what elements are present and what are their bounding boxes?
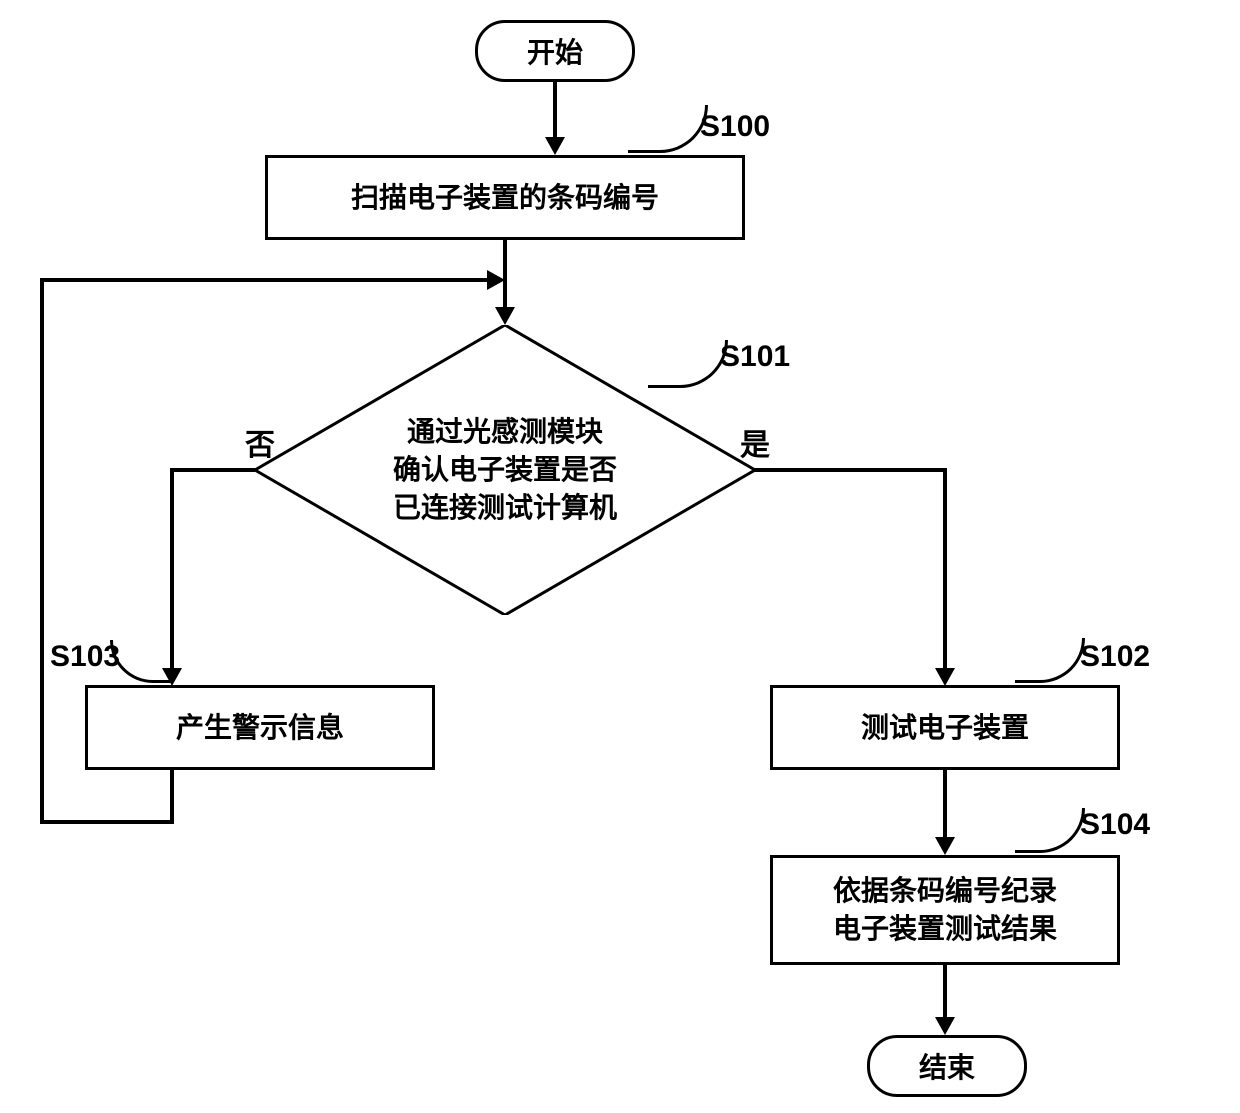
edge-loop-h2	[40, 278, 487, 282]
arrow-loop	[487, 270, 505, 290]
process-s104: 依据条码编号纪录 电子装置测试结果	[770, 855, 1120, 965]
hook-s102	[1015, 638, 1085, 683]
label-s104: S104	[1080, 808, 1150, 842]
end-label: 结束	[919, 1046, 975, 1086]
s100-text: 扫描电子装置的条码编号	[351, 179, 659, 217]
edge-label-no: 否	[245, 420, 275, 464]
edge-loop-v1	[170, 770, 174, 820]
process-s100: 扫描电子装置的条码编号	[265, 155, 745, 240]
edge-s104-end	[943, 965, 947, 1017]
start-label: 开始	[527, 31, 583, 71]
edge-s102-s104	[943, 770, 947, 837]
arrow-start-s100	[545, 137, 565, 155]
hook-s104	[1015, 808, 1085, 853]
edge-no-v	[170, 468, 174, 668]
label-s103: S103	[50, 640, 120, 674]
arrow-s102-s104	[935, 837, 955, 855]
label-s102: S102	[1080, 640, 1150, 674]
edge-label-yes: 是	[740, 420, 770, 464]
s104-text: 依据条码编号纪录 电子装置测试结果	[833, 872, 1057, 948]
hook-s100	[628, 105, 708, 153]
start-node: 开始	[475, 20, 635, 82]
flowchart-container: 开始 扫描电子装置的条码编号 S100 通过光感测模块 确认电子装置是否 已连接…	[0, 0, 1240, 1113]
label-s101: S101	[720, 340, 790, 374]
edge-loop-v2	[40, 278, 44, 824]
process-s103: 产生警示信息	[85, 685, 435, 770]
s103-text: 产生警示信息	[176, 709, 344, 747]
arrow-s104-end	[935, 1017, 955, 1035]
edge-yes-h	[755, 468, 947, 472]
process-s102: 测试电子装置	[770, 685, 1120, 770]
edge-no-h	[170, 468, 255, 472]
label-s100: S100	[700, 110, 770, 144]
edge-start-s100	[553, 82, 557, 137]
arrow-s100-s101	[495, 307, 515, 325]
end-node: 结束	[867, 1035, 1027, 1097]
edge-loop-h1	[40, 820, 174, 824]
arrow-yes	[935, 668, 955, 686]
s102-text: 测试电子装置	[861, 709, 1029, 747]
edge-yes-v	[943, 468, 947, 668]
